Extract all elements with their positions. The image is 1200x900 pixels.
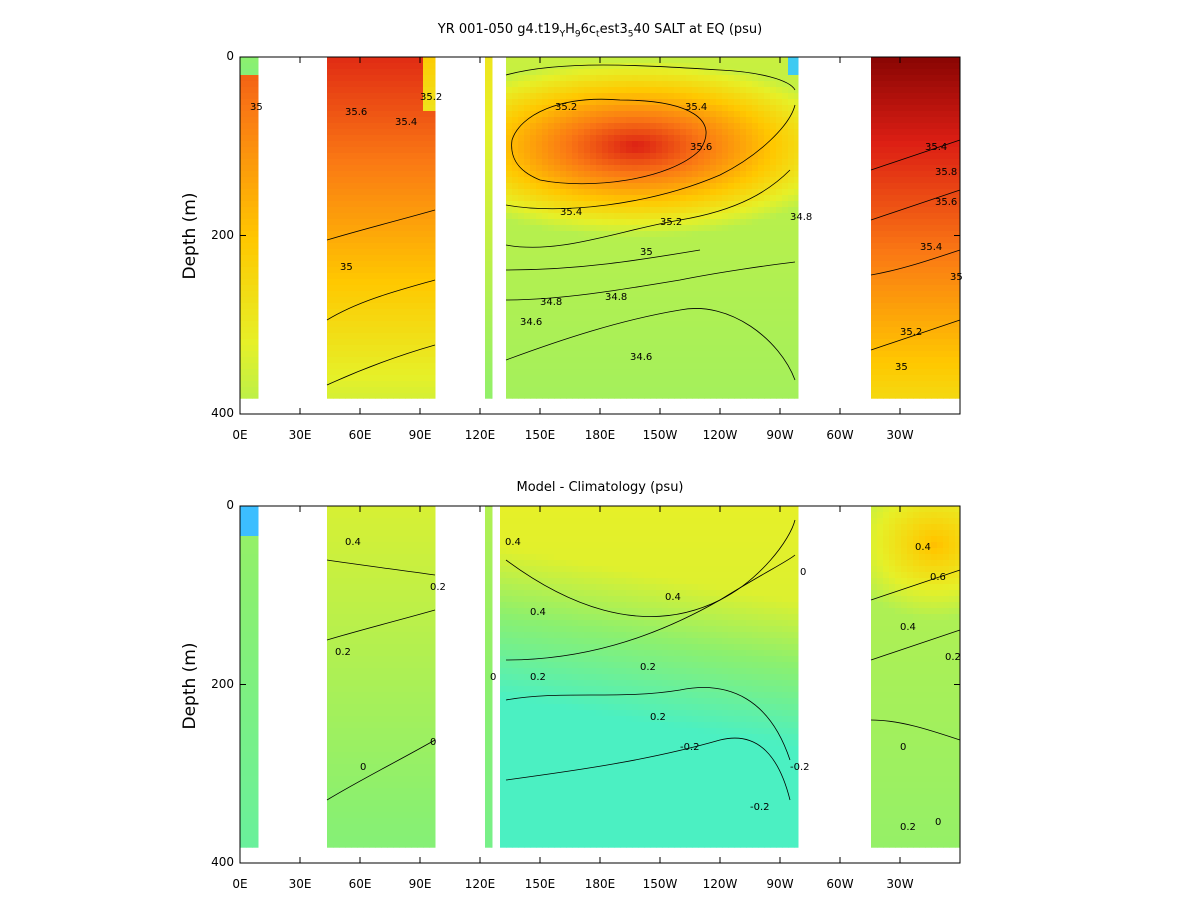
contour-lines — [326, 64, 961, 386]
x-tick-label: 0E — [232, 877, 248, 891]
contour-label: 35.6 — [690, 142, 712, 153]
contour-label: 0.6 — [930, 572, 946, 583]
x-tick-label: 150W — [642, 428, 678, 442]
contour-labels: 0.4 0.2 0.2 0 0 0.2 0.4 0.4 0.4 0.2 0.2 0 -0.2 -0.2 -0… — [335, 537, 961, 833]
x-tick-label: 180E — [584, 428, 616, 442]
contour-label: 0 — [490, 672, 496, 683]
contour-label: -0.2 — [790, 762, 810, 773]
x-tick-label: 30W — [886, 877, 914, 891]
contour-label: 35.2 — [900, 327, 922, 338]
contour-label: 35 — [640, 247, 653, 258]
contour-label: 35.2 — [660, 217, 682, 228]
contour-label: -0.2 — [680, 742, 700, 753]
y-tick-label: 400 — [211, 406, 234, 420]
x-tick-label: 90E — [408, 877, 432, 891]
contour-label: 35 — [895, 362, 908, 373]
x-tick-label: 120E — [464, 877, 496, 891]
contour-label: 0.2 — [945, 652, 961, 663]
contour-label: 0.2 — [430, 582, 446, 593]
x-tick-label: 180E — [584, 877, 616, 891]
contour-label: 34.6 — [630, 352, 652, 363]
contour-label: 0.4 — [915, 542, 931, 553]
heatmap-cells — [240, 506, 961, 848]
y-tick-label: 200 — [211, 676, 234, 691]
contour-label: 0 — [360, 762, 366, 773]
contour-label: 0 — [430, 737, 436, 748]
contour-label: 35.4 — [925, 142, 947, 153]
contour-label: 35.4 — [920, 242, 942, 253]
contour-label: 35.6 — [935, 197, 957, 208]
contour-label: 0.4 — [505, 537, 521, 548]
contour-label: 35.6 — [345, 107, 367, 118]
x-tick-label: 120W — [702, 877, 738, 891]
x-tick-label: 60W — [826, 877, 854, 891]
contour-label: -0.2 — [750, 802, 770, 813]
x-tick-label: 60E — [348, 428, 372, 442]
contour-label: 0.2 — [640, 662, 656, 673]
contour-label: 35.2 — [555, 102, 577, 113]
x-tick-label: 30W — [886, 428, 914, 442]
contour-lines — [326, 519, 961, 801]
contour-label: 35.4 — [560, 207, 582, 218]
contour-label: 0 — [935, 817, 941, 828]
contour-label: 0.2 — [900, 822, 916, 833]
contour-label: 34.8 — [605, 292, 627, 303]
x-tick-label: 30E — [288, 877, 312, 891]
y-tick-label: 0 — [226, 498, 234, 512]
heatmap-cells — [240, 57, 961, 399]
contour-label: 35 — [340, 262, 353, 273]
contour-label: 0.2 — [530, 672, 546, 683]
x-tick-label: 150W — [642, 877, 678, 891]
x-tick-label: 90W — [766, 428, 794, 442]
contour-label: 35.4 — [685, 102, 707, 113]
contour-label: 35.8 — [935, 167, 957, 178]
contour-label: 0 — [800, 567, 806, 578]
contour-label: 0.4 — [900, 622, 916, 633]
contour-label: 0.4 — [530, 607, 546, 618]
contour-label: 0.4 — [665, 592, 681, 603]
x-tick-label: 30E — [288, 428, 312, 442]
x-tick-label: 150E — [524, 428, 556, 442]
contour-label: 35.2 — [420, 92, 442, 103]
x-tick-label: 120W — [702, 428, 738, 442]
x-tick-label: 90E — [408, 428, 432, 442]
x-tick-label: 150E — [524, 877, 556, 891]
contour-label: 34.6 — [520, 317, 542, 328]
x-tick-label: 0E — [232, 428, 248, 442]
contour-label: 0.2 — [650, 712, 666, 723]
y-tick-label: 0 — [226, 49, 234, 63]
x-tick-label: 90W — [766, 877, 794, 891]
contour-labels: 35 35.6 35.4 35.2 35 34.8 34.6 35.2 35.4 35.6 35.4… — [250, 92, 963, 373]
contour-label: 35 — [950, 272, 963, 283]
contour-label: 0.2 — [335, 647, 351, 658]
x-tick-label: 120E — [464, 428, 496, 442]
contour-label: 34.8 — [540, 297, 562, 308]
contour-label: 0.4 — [345, 537, 361, 548]
contour-label: 35.4 — [395, 117, 417, 128]
contour-label: 34.8 — [790, 212, 812, 223]
y-tick-label: 400 — [211, 855, 234, 869]
contour-label: 0 — [900, 742, 906, 753]
y-tick-label: 200 — [211, 227, 234, 242]
x-tick-label: 60E — [348, 877, 372, 891]
bottom-chart-title: Model - Climatology (psu) — [516, 480, 684, 495]
contour-label: 35 — [250, 102, 263, 113]
top-chart-title: YR 001-050 g4.t19YH96ctest3540 SALT at E… — [437, 22, 763, 40]
x-tick-label: 60W — [826, 428, 854, 442]
